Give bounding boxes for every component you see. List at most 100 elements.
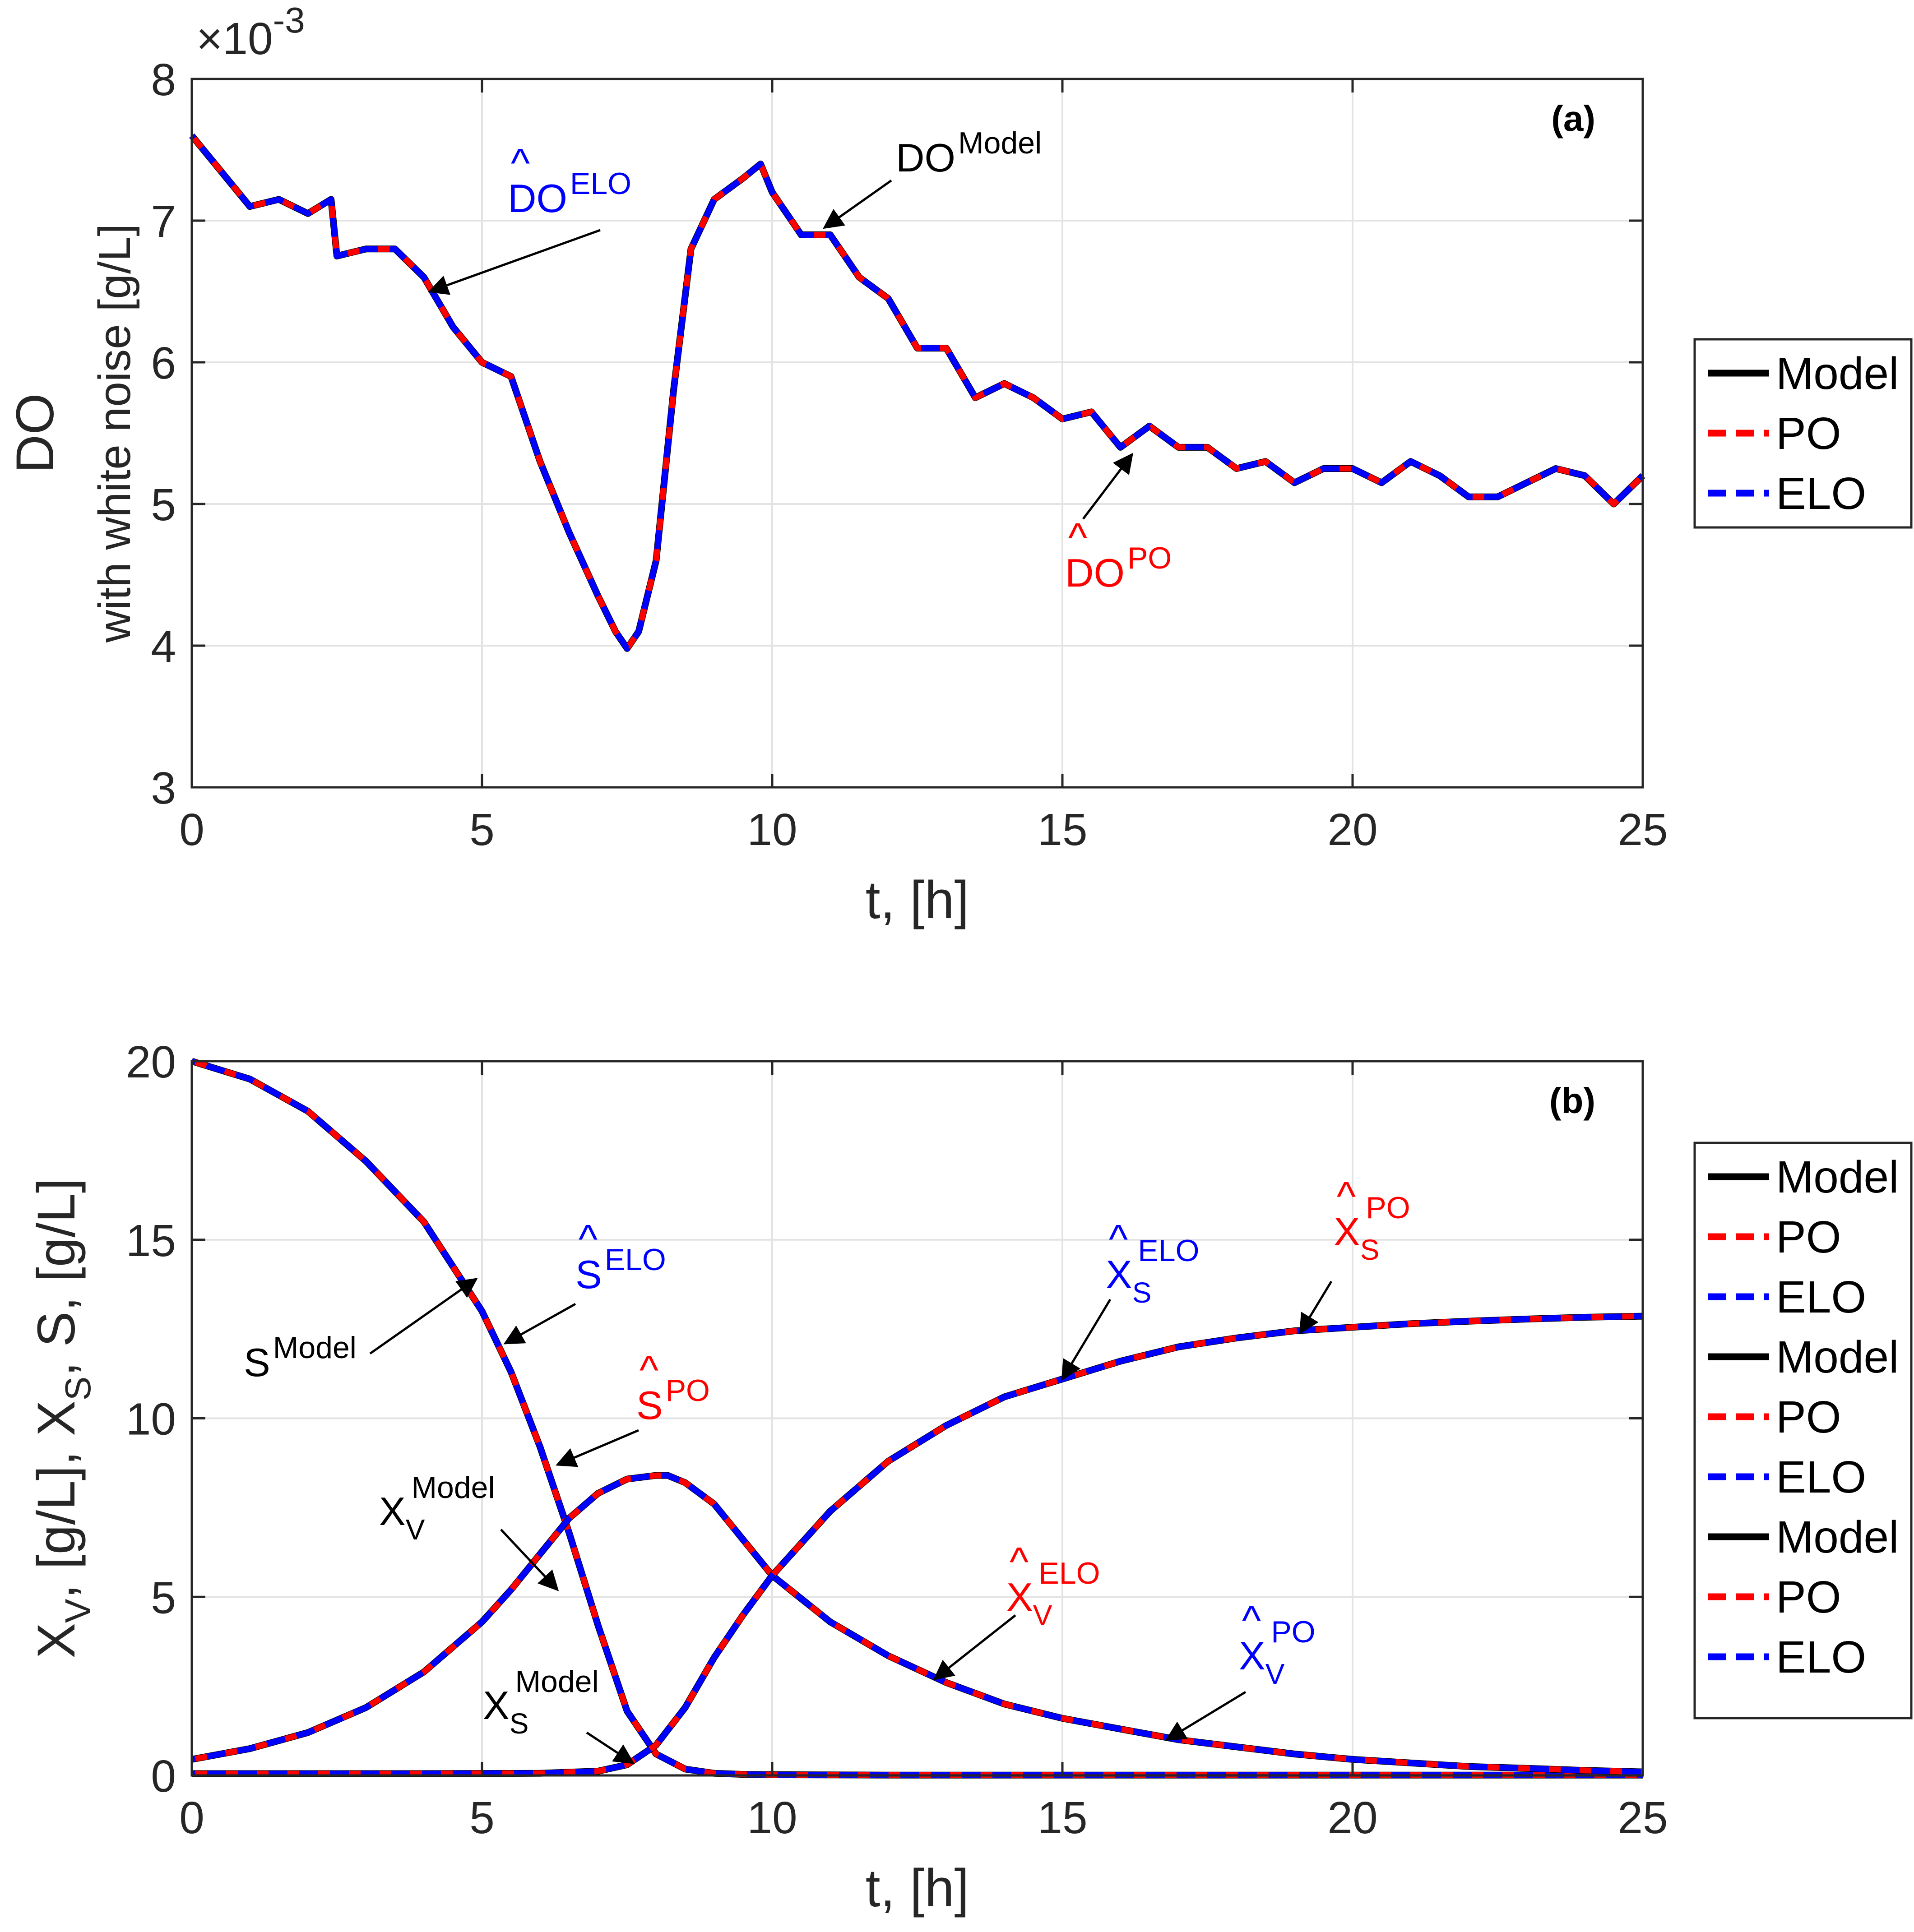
annotation-subscript: S [1360,1234,1380,1266]
annotation-superscript: ELO [570,166,631,201]
panel-label: (a) [1551,98,1595,139]
x-tick-label: 15 [1037,1793,1087,1843]
annotation-label: XV ELO [1006,1556,1100,1632]
annotation-label: SELO [575,1243,666,1297]
annotation-hat: ^ [511,141,530,186]
axes-frame [190,78,1644,789]
series-line-s-elo [191,1058,1643,1778]
annotation-arrow [1082,453,1134,520]
y-axis-multiplier: ×10-3 [196,0,305,64]
annotation-arrow [556,1429,639,1467]
x-tick-label: 5 [469,1793,495,1843]
annotation-base: X [483,1683,510,1728]
legend-label: PO [1776,1572,1841,1622]
y-tick-label: 20 [126,1037,176,1087]
x-tick-label: 20 [1327,804,1377,855]
y-axis-title-part: X [27,1623,86,1659]
y-multiplier-base: ×10 [196,14,273,64]
annotation-subscript: V [406,1513,425,1546]
legend-box [1693,1142,1913,1719]
x-tick-label: 5 [469,804,495,855]
x-tick-label: 15 [1037,804,1087,855]
x-tick-label: 25 [1617,1793,1668,1843]
legend-label: Model [1776,1152,1899,1202]
x-tick-label: 10 [747,804,797,855]
annotation-arrow [823,179,892,229]
annotation-subscript: V [1265,1658,1285,1690]
annotation-superscript: PO [666,1373,710,1408]
annotation-superscript: ELO [1138,1234,1199,1268]
series-line-x-v-po [191,1472,1643,1775]
annotation-arrow [369,1278,478,1355]
series-line-x-v-elo [191,1472,1643,1775]
annotation-label: XS Model [483,1664,599,1740]
annotation-subscript: S [510,1707,529,1740]
legend-label: PO [1776,408,1841,459]
legend-label: Model [1776,348,1899,399]
annotation-superscript: ELO [1038,1556,1100,1590]
annotation-hat: ^ [1337,1174,1356,1219]
x-tick-label: 0 [179,804,204,855]
y-tick-label: 5 [151,1572,176,1623]
annotation-arrow [1299,1280,1333,1335]
y-axis-title-part: , S, [g/L] [27,1178,86,1376]
annotation-arrow [586,1731,635,1764]
annotation-hat: ^ [1010,1539,1029,1585]
annotation-base: X [1006,1575,1033,1619]
y-axis-title-subscript: V [58,1599,98,1623]
annotation-label: XS PO [1334,1191,1410,1266]
panel-a-chart: 0 5 10 15 20 25 3 4 5 6 7 8 t, [h] (a) DO with white no… [5,0,1913,930]
annotation-arrow [428,229,601,295]
annotation-superscript: Model [515,1664,598,1699]
annotation-base: S [636,1383,663,1428]
annotation-base: X [1334,1209,1360,1254]
x-axis-title: t, [h] [866,1858,969,1918]
y-axis-title: XV, [g/L], XS, S, [g/L] [27,1178,98,1658]
annotation-label: XV PO [1239,1615,1316,1690]
y-tick-label: 6 [151,338,176,388]
y-axis-title-part: , [g/L], X [27,1400,86,1599]
annotation-label: DOELO [508,166,631,221]
x-tick-label: 20 [1327,1793,1377,1843]
annotation-superscript: ELO [605,1243,666,1277]
annotation-base: DO [896,135,955,180]
y-tick-label: 5 [151,480,176,530]
legend-label: PO [1776,1392,1841,1442]
annotation-hat: ^ [1242,1598,1261,1643]
annotation-arrow [503,1303,576,1345]
annotation-label: XS ELO [1106,1234,1199,1309]
legend-label: Model [1776,1332,1899,1382]
annotation-superscript: Model [411,1470,495,1505]
annotation-base: X [1239,1633,1265,1678]
annotation-label: SModel [244,1331,357,1385]
y-tick-label: 3 [151,763,176,813]
annotation-superscript: Model [273,1331,357,1365]
annotation-arrow [500,1529,559,1591]
legend-label: ELO [1776,468,1866,519]
annotation-base: X [379,1489,406,1534]
y-multiplier-exponent: -3 [273,0,305,40]
y-tick-label: 10 [126,1394,176,1445]
y-tick-label: 7 [151,196,176,247]
panel-label: (b) [1549,1081,1595,1121]
annotation-base: S [244,1340,270,1385]
legend-label: PO [1776,1212,1841,1262]
legend-label: Model [1776,1512,1899,1562]
annotation-label: DOModel [896,126,1042,180]
annotation-base: S [575,1252,602,1297]
annotation-base: X [1106,1252,1132,1297]
annotation-base: DO [1065,550,1125,595]
series-line-x-s-po [192,1313,1643,1777]
annotation-superscript: PO [1366,1191,1410,1225]
legend-label: ELO [1776,1272,1866,1322]
y-axis-title-subscript: S [58,1377,98,1400]
annotation-label: SPO [636,1373,710,1428]
y-tick-label: 8 [151,55,176,105]
annotation-subscript: S [1132,1276,1152,1309]
annotation-arrow [1165,1691,1247,1741]
plot-area [192,79,1643,787]
annotation-base: DO [508,176,567,221]
annotation-superscript: Model [958,126,1042,160]
y-tick-label: 0 [151,1751,176,1802]
